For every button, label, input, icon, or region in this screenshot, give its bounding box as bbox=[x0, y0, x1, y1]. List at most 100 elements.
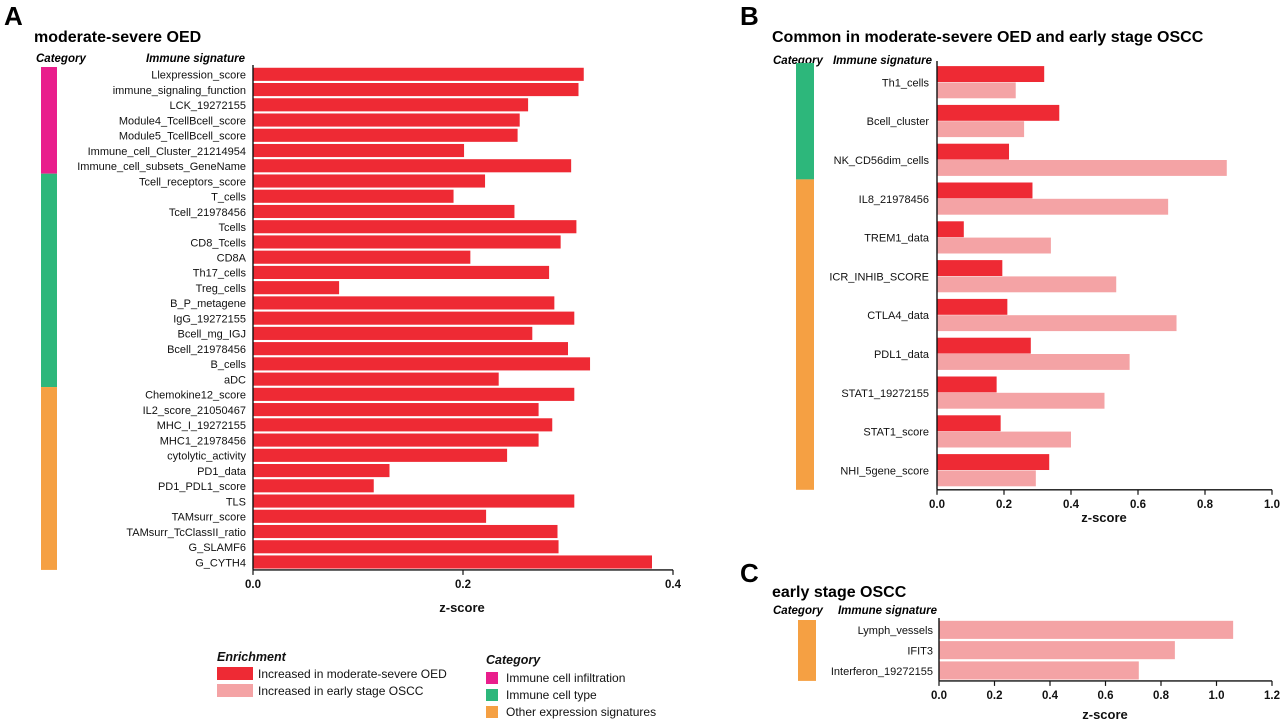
panel-b-title: Common in moderate-severe OED and early … bbox=[772, 29, 1204, 46]
panel-b-bar-s0-1 bbox=[937, 104, 1060, 121]
panel-c-category-label: IFIT3 bbox=[907, 645, 933, 657]
panel-a-category-label: TLS bbox=[226, 496, 246, 508]
panel-b-category-strip-1 bbox=[796, 179, 814, 490]
panel-a-category-label: G_CYTH4 bbox=[195, 557, 246, 569]
panel-b-bar-s1-10 bbox=[937, 470, 1036, 487]
panel-c-x-tick-label: 0.0 bbox=[931, 690, 947, 702]
panel-a-bar-6 bbox=[253, 159, 572, 173]
panel-a-category-label: Llexpression_score bbox=[151, 70, 246, 82]
panel-b-bar-s0-0 bbox=[937, 66, 1045, 82]
panel-a-category-label: aDC bbox=[224, 374, 246, 386]
panel-a-bar-24 bbox=[253, 433, 539, 447]
panel-a-category-label: Treg_cells bbox=[196, 283, 247, 295]
panel-a-x-tick-label: 0.2 bbox=[455, 579, 471, 591]
panel-b-category-label: Bcell_cluster bbox=[867, 116, 930, 128]
panel-a-bar-5 bbox=[253, 143, 465, 158]
panel-a-bar-20 bbox=[253, 372, 499, 386]
panel-b-x-tick-label: 0.2 bbox=[996, 499, 1012, 511]
panel-c-bar-1 bbox=[939, 641, 1175, 660]
panel-a-category-label: Th17_cells bbox=[193, 268, 247, 280]
panel-a-bar-12 bbox=[253, 250, 471, 264]
panel-a-bar-10 bbox=[253, 220, 577, 234]
legend-swatch-oed bbox=[217, 667, 253, 680]
panel-a-category-label: Bcell_mg_IGJ bbox=[178, 329, 246, 341]
panel-a-bar-28 bbox=[253, 494, 575, 508]
panel-a-x-axis-title: z-score bbox=[439, 600, 485, 615]
panel-a-bar-29 bbox=[253, 509, 487, 523]
legend-swatch-infiltration bbox=[486, 672, 498, 684]
panel-b-category-strip-0 bbox=[796, 63, 814, 180]
panel-b-category-label: PDL1_data bbox=[874, 349, 930, 361]
panel-b-category-label: CTLA4_data bbox=[867, 310, 930, 322]
panel-a-bar-2 bbox=[253, 98, 529, 112]
panel-a-category-label: Tcell_21978456 bbox=[169, 207, 246, 219]
panel-c-x-tick-label: 1.0 bbox=[1209, 690, 1225, 702]
panel-a-bar-3 bbox=[253, 113, 520, 127]
legend-swatch-cell-type bbox=[486, 689, 498, 701]
panel-a-bar-31 bbox=[253, 540, 559, 554]
panel-b-chart: Th1_cells Bcell_cluster NK_CD56dim_cells IL… bbox=[796, 61, 1280, 511]
panel-a-category-label: Module5_TcellBcell_score bbox=[119, 131, 246, 143]
panel-b-bar-s1-9 bbox=[937, 431, 1071, 448]
panel-a-bar-4 bbox=[253, 128, 518, 142]
panel-b-bar-s0-3 bbox=[937, 182, 1033, 199]
panel-b-bar-s1-7 bbox=[937, 354, 1130, 370]
panel-a-category-strip-0 bbox=[41, 67, 57, 174]
panel-a-bar-26 bbox=[253, 464, 390, 478]
panel-a-category-label: Chemokine12_score bbox=[145, 390, 246, 402]
panel-a-category-label: Tcell_receptors_score bbox=[139, 176, 246, 188]
panel-a-bar-21 bbox=[253, 387, 575, 401]
panel-c-x-axis-title: z-score bbox=[1082, 707, 1128, 722]
panel-b-bar-s0-5 bbox=[937, 260, 1003, 276]
panel-b-bar-s0-4 bbox=[937, 221, 964, 238]
panel-b-category-label: NK_CD56dim_cells bbox=[834, 155, 930, 167]
panel-a-bar-0 bbox=[253, 67, 584, 81]
panel-c-category-strip-0 bbox=[798, 620, 816, 681]
panel-a-category-label: PD1_data bbox=[197, 466, 247, 478]
panel-b-bar-s0-2 bbox=[937, 143, 1010, 160]
panel-a-bar-1 bbox=[253, 83, 579, 97]
panel-a-bar-13 bbox=[253, 265, 550, 279]
panel-a-bar-14 bbox=[253, 281, 340, 295]
panel-a-category-label: Bcell_21978456 bbox=[167, 344, 246, 356]
panel-b-category-label: ICR_INHIB_SCORE bbox=[829, 271, 929, 283]
panel-b-bar-s1-5 bbox=[937, 276, 1117, 293]
panel-b-category-label: NHI_5gene_score bbox=[840, 465, 929, 477]
panel-c-x-tick-label: 0.8 bbox=[1153, 690, 1170, 702]
legend-enrichment-title: Enrichment bbox=[217, 650, 287, 664]
panel-b-x-tick-label: 0.4 bbox=[1063, 499, 1080, 511]
panel-letter-c: C bbox=[740, 558, 759, 588]
panel-a-bar-22 bbox=[253, 403, 539, 417]
panel-a-category-strip-2 bbox=[41, 387, 57, 570]
panel-c-x-tick-label: 0.2 bbox=[987, 690, 1003, 702]
panel-b-bar-s1-1 bbox=[937, 121, 1025, 138]
panel-c-x-tick-label: 0.6 bbox=[1098, 690, 1114, 702]
panel-c-category-label: Lymph_vessels bbox=[858, 625, 934, 637]
panel-a-bar-23 bbox=[253, 418, 553, 432]
panel-b-bar-s1-0 bbox=[937, 82, 1016, 99]
panel-letter-b: B bbox=[740, 1, 759, 31]
panel-a-bar-19 bbox=[253, 357, 591, 371]
panel-b-signature-header: Immune signature bbox=[833, 55, 933, 67]
panel-a-category-label: CD8_Tcells bbox=[190, 237, 246, 249]
panel-b-x-tick-label: 0.0 bbox=[929, 499, 945, 511]
panel-a-category-label: B_cells bbox=[211, 359, 247, 371]
panel-c-title: early stage OSCC bbox=[772, 584, 907, 601]
panel-c-category-header: Category bbox=[773, 605, 823, 617]
panel-a-category-label: Immune_cell_subsets_GeneName bbox=[77, 161, 246, 173]
panel-a-category-header: Category bbox=[36, 53, 86, 65]
panel-c-chart: Lymph_vessels IFIT3 Interferon_19272155 0.0… bbox=[798, 618, 1280, 702]
panel-a-bar-18 bbox=[253, 342, 568, 356]
legend-swatch-other bbox=[486, 706, 498, 718]
panel-a-x-tick-label: 0.0 bbox=[245, 579, 261, 591]
panel-a-bar-9 bbox=[253, 204, 515, 219]
panel-a-bar-32 bbox=[253, 555, 652, 569]
legend: Enrichment Increased in moderate-severe … bbox=[217, 650, 656, 719]
panel-a-bar-16 bbox=[253, 311, 575, 325]
panel-b-bar-s0-10 bbox=[937, 454, 1050, 470]
panel-a-bar-8 bbox=[253, 189, 454, 203]
panel-a-category-label: MHC1_21978456 bbox=[160, 435, 246, 447]
panel-c-x-tick-label: 1.2 bbox=[1264, 690, 1280, 702]
panel-a-category-label: G_SLAMF6 bbox=[189, 542, 246, 554]
